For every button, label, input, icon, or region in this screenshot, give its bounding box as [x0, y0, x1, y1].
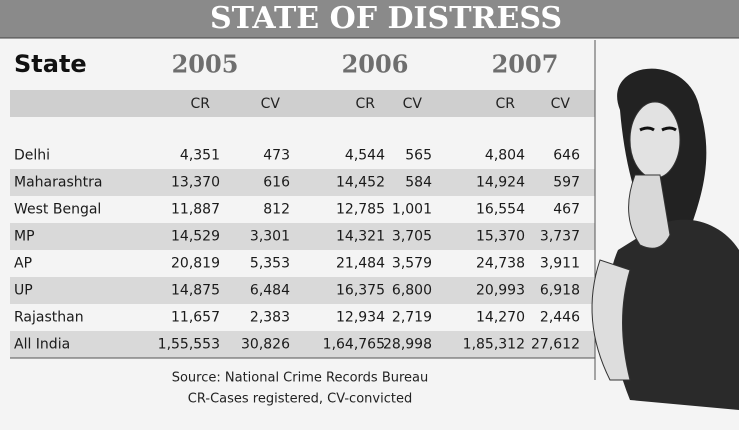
table-cell: 1,85,312 [463, 337, 525, 353]
state-name: MP [14, 229, 35, 245]
table-cell: 812 [263, 202, 290, 218]
table-cell: 3,301 [250, 229, 290, 245]
subcolumn-header: CV [261, 96, 281, 112]
table-cell: 4,804 [485, 148, 525, 164]
table-cell: 3,737 [540, 229, 580, 245]
table-cell: 2,383 [250, 310, 290, 326]
table-cell: 597 [553, 175, 580, 191]
state-name: All India [14, 337, 70, 353]
table-cell: 4,351 [180, 148, 220, 164]
table-cell: 20,819 [171, 256, 220, 272]
table-cell: 21,484 [336, 256, 385, 272]
table-cell: 28,998 [383, 337, 432, 353]
note: CR-Cases registered, CV-convicted [188, 392, 412, 407]
state-header: State [14, 50, 87, 78]
table-cell: 1,64,765 [323, 337, 385, 353]
subcolumn-header: CR [355, 96, 375, 112]
table-cell: 14,529 [171, 229, 220, 245]
table-cell: 14,270 [476, 310, 525, 326]
year-header: 2005 [172, 50, 239, 79]
table-cell: 4,544 [345, 148, 385, 164]
table-cell: 584 [405, 175, 432, 191]
year-header: 2007 [492, 50, 559, 79]
table-cell: 6,800 [392, 283, 432, 299]
table-cell: 11,887 [171, 202, 220, 218]
title: STATE OF DISTRESS [210, 1, 562, 36]
table-cell: 27,612 [531, 337, 580, 353]
table-cell: 14,875 [171, 283, 220, 299]
table-cell: 1,001 [392, 202, 432, 218]
table-cell: 6,484 [250, 283, 290, 299]
table-cell: 2,446 [540, 310, 580, 326]
distress-graphic: STATE OF DISTRESS State 2005 2006 2007 CR CV C… [0, 0, 739, 430]
table-cell: 16,554 [476, 202, 525, 218]
table-cell: 3,705 [392, 229, 432, 245]
table-cell: 473 [263, 148, 290, 164]
state-name: West Bengal [14, 202, 101, 218]
table-cell: 6,918 [540, 283, 580, 299]
table-cell: 2,719 [392, 310, 432, 326]
subcolumn-header: CV [403, 96, 423, 112]
state-name: Delhi [14, 148, 50, 164]
table-cell: 14,452 [336, 175, 385, 191]
table-cell: 30,826 [241, 337, 290, 353]
table-cell: 12,785 [336, 202, 385, 218]
state-name: AP [14, 256, 32, 272]
table-cell: 11,657 [171, 310, 220, 326]
table-cell: 16,375 [336, 283, 385, 299]
table-cell: 1,55,553 [158, 337, 220, 353]
state-name: Maharashtra [14, 175, 102, 191]
table-cell: 14,924 [476, 175, 525, 191]
table-cell: 467 [553, 202, 580, 218]
state-name: UP [14, 283, 33, 299]
table-cell: 14,321 [336, 229, 385, 245]
table-cell: 3,579 [392, 256, 432, 272]
subcolumn-header: CR [190, 96, 210, 112]
year-header: 2006 [342, 50, 409, 79]
state-name: Rajasthan [14, 310, 84, 326]
table-cell: 3,911 [540, 256, 580, 272]
table-cell: 646 [553, 148, 580, 164]
subcolumn-header: CR [495, 96, 515, 112]
table-cell: 12,934 [336, 310, 385, 326]
table-cell: 15,370 [476, 229, 525, 245]
table-cell: 24,738 [476, 256, 525, 272]
table-cell: 5,353 [250, 256, 290, 272]
table-cell: 20,993 [476, 283, 525, 299]
table-cell: 616 [263, 175, 290, 191]
subcolumn-header: CV [551, 96, 571, 112]
table-cell: 565 [405, 148, 432, 164]
source: Source: National Crime Records Bureau [172, 371, 429, 386]
table-cell: 13,370 [171, 175, 220, 191]
